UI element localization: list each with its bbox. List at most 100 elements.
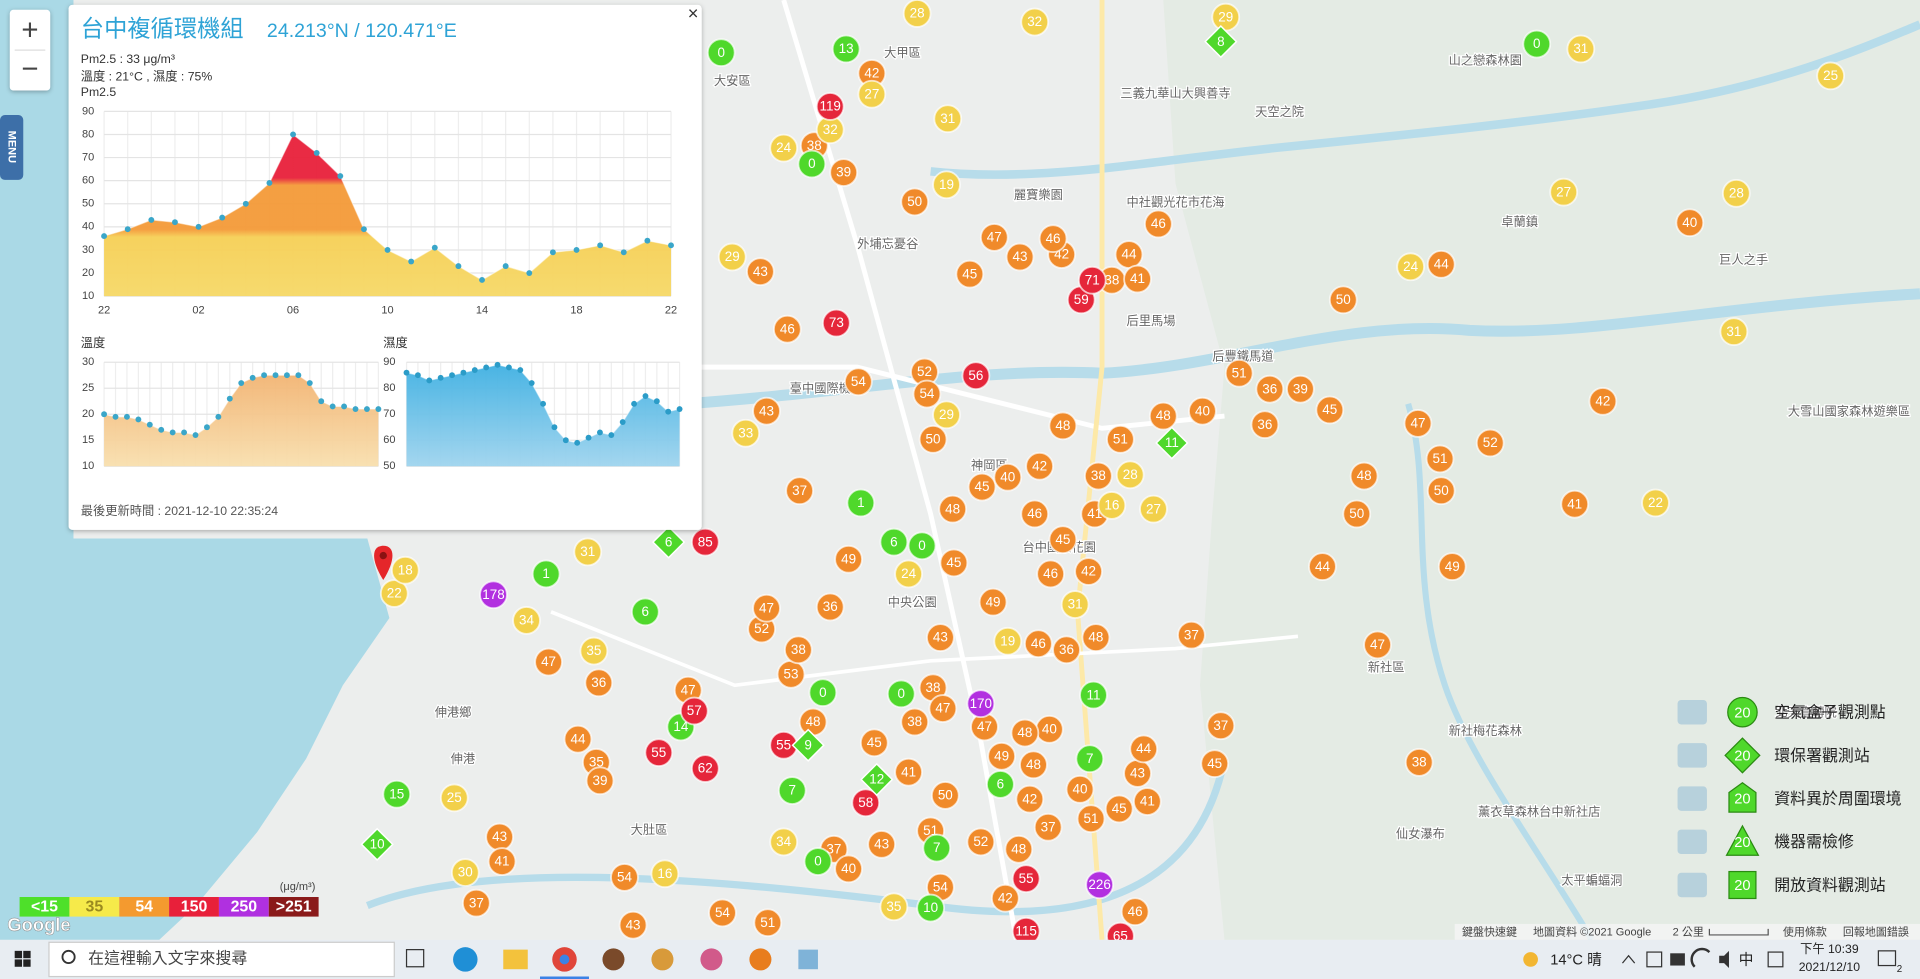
station-marker[interactable] [1005, 242, 1035, 272]
station-marker[interactable] [644, 738, 674, 767]
station-marker[interactable] [1224, 358, 1254, 388]
station-marker[interactable] [1641, 488, 1670, 518]
marker-value[interactable]: 7 [789, 783, 796, 798]
station-marker[interactable] [1075, 744, 1105, 774]
station-marker[interactable] [777, 776, 807, 805]
marker-value[interactable]: 48 [1055, 418, 1070, 433]
marker-value[interactable]: 44 [570, 731, 585, 746]
marker-value[interactable]: 49 [841, 551, 856, 566]
station-marker[interactable] [846, 488, 876, 518]
marker-value[interactable]: 45 [1207, 756, 1222, 771]
marker-value[interactable]: 0 [1533, 36, 1540, 51]
station-marker[interactable] [1020, 7, 1050, 37]
marker-value[interactable]: 73 [829, 315, 844, 330]
marker-value[interactable]: 36 [1262, 381, 1277, 396]
marker-value[interactable]: 31 [1068, 597, 1083, 612]
marker-value[interactable]: 6 [997, 777, 1004, 792]
marker-value[interactable]: 36 [1257, 417, 1272, 432]
marker-value[interactable]: 43 [1013, 249, 1028, 264]
popup-close[interactable]: × [688, 3, 699, 24]
marker-value[interactable]: 45 [1055, 532, 1070, 547]
marker-value[interactable]: 57 [687, 703, 702, 718]
station-marker[interactable] [1048, 525, 1078, 555]
station-marker[interactable] [1083, 461, 1113, 491]
station-marker[interactable] [1004, 834, 1034, 864]
marker-value[interactable]: 19 [939, 177, 954, 192]
station-marker[interactable] [1588, 387, 1618, 416]
marker-value[interactable]: 29 [725, 249, 740, 264]
station-marker[interactable] [1019, 750, 1048, 780]
marker-value[interactable]: 35 [586, 643, 601, 658]
station-marker[interactable] [1719, 317, 1749, 347]
station-marker[interactable] [867, 830, 897, 859]
station-marker[interactable] [563, 724, 593, 754]
marker-value[interactable]: 48 [1026, 757, 1041, 772]
station-marker[interactable] [618, 910, 648, 940]
marker-value[interactable]: 42 [1595, 394, 1610, 409]
station-marker[interactable] [382, 779, 412, 809]
marker-value[interactable]: 6 [665, 534, 672, 549]
station-marker[interactable] [679, 696, 709, 726]
station-marker[interactable] [1204, 24, 1238, 59]
marker-value[interactable]: 85 [698, 534, 713, 549]
marker-value[interactable]: 34 [519, 613, 534, 628]
marker-value[interactable]: 42 [998, 890, 1013, 905]
marker-value[interactable]: 42 [864, 66, 879, 81]
tray-icon[interactable] [1767, 951, 1784, 968]
marker-value[interactable]: 43 [933, 630, 948, 645]
station-marker[interactable] [690, 754, 720, 783]
marker-value[interactable]: 8 [1217, 34, 1224, 49]
station-marker[interactable] [1475, 428, 1505, 458]
marker-value[interactable]: 46 [1043, 566, 1058, 581]
marker-value[interactable]: 50 [907, 194, 922, 209]
map-data[interactable]: 地圖資料 ©2021 Google [1533, 924, 1651, 938]
search-placeholder[interactable]: 在這裡輸入文字來搜尋 [88, 949, 247, 968]
station-marker[interactable] [1106, 424, 1135, 454]
station-marker[interactable] [902, 0, 932, 28]
marker-value[interactable]: 38 [907, 714, 922, 729]
marker-value[interactable]: 22 [387, 586, 402, 601]
marker-value[interactable]: 55 [1019, 871, 1034, 886]
marker-value[interactable]: 1 [542, 566, 549, 581]
marker-value[interactable]: 33 [738, 425, 753, 440]
marker-value[interactable]: 11 [1086, 687, 1100, 702]
station-marker[interactable] [1115, 460, 1145, 490]
marker-value[interactable]: 54 [919, 386, 934, 401]
marker-value[interactable]: 52 [754, 621, 769, 636]
app-icon[interactable] [602, 948, 625, 971]
marker-value[interactable]: 47 [935, 701, 950, 716]
station-marker[interactable] [1010, 718, 1040, 748]
marker-value[interactable]: 47 [1410, 416, 1425, 431]
marker-value[interactable]: 71 [1085, 272, 1100, 287]
marker-value[interactable]: 15 [389, 786, 404, 801]
marker-value[interactable]: 46 [1031, 636, 1046, 651]
station-marker[interactable] [753, 908, 783, 938]
marker-value[interactable]: 39 [593, 773, 608, 788]
marker-value[interactable]: 0 [808, 156, 815, 171]
station-marker[interactable] [912, 379, 942, 409]
marker-value[interactable]: 55 [776, 737, 791, 752]
station-marker[interactable] [1286, 374, 1315, 404]
marker-value[interactable]: 38 [1091, 468, 1106, 483]
station-marker[interactable] [907, 531, 937, 561]
marker-value[interactable]: 36 [823, 599, 838, 614]
marker-value[interactable]: 27 [1556, 184, 1571, 199]
station-marker[interactable] [650, 859, 680, 889]
marker-value[interactable]: 7 [1086, 751, 1093, 766]
station-marker[interactable] [772, 314, 802, 344]
station-marker[interactable] [926, 623, 955, 652]
station-marker[interactable] [708, 898, 737, 928]
marker-value[interactable]: 49 [1445, 559, 1460, 574]
station-marker[interactable] [1188, 396, 1217, 426]
marker-value[interactable]: 40 [841, 861, 856, 876]
marker-value[interactable]: 51 [1084, 811, 1099, 826]
marker-value[interactable]: 50 [926, 432, 941, 447]
explorer-icon[interactable] [503, 949, 528, 970]
marker-value[interactable]: 0 [819, 685, 826, 700]
station-marker[interactable] [1349, 461, 1379, 491]
marker-value[interactable]: 48 [806, 714, 821, 729]
weather[interactable]: 14°C 晴 [1550, 952, 1602, 969]
station-marker[interactable] [821, 308, 851, 338]
station-marker[interactable] [1155, 426, 1189, 460]
station-marker[interactable] [439, 783, 469, 813]
